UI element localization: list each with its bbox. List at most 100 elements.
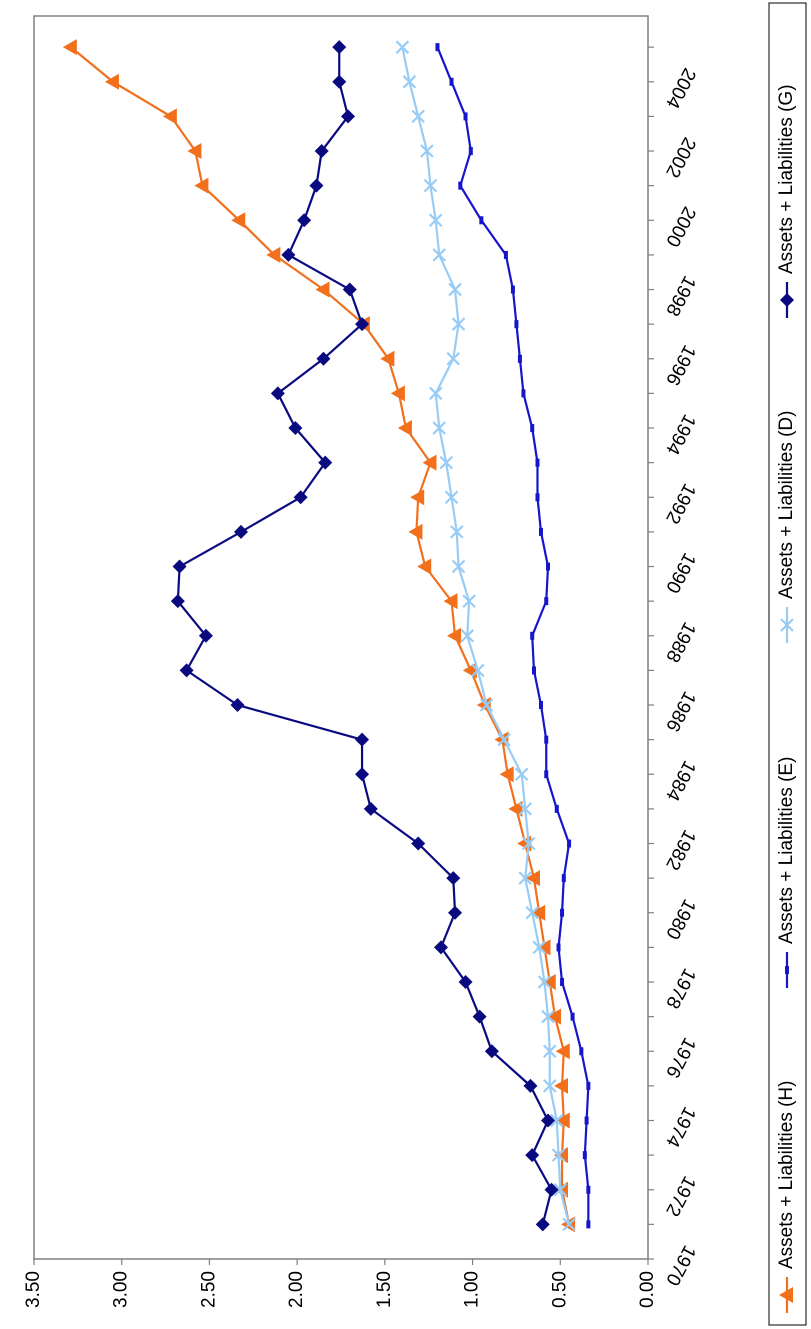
data-point — [318, 455, 333, 470]
data-point — [579, 1047, 584, 1056]
x-tick-label: 2004 — [661, 64, 700, 112]
data-point — [332, 74, 347, 89]
y-tick-label: 0.50 — [549, 1271, 570, 1308]
data-point — [435, 43, 440, 52]
data-point — [535, 1217, 550, 1232]
x-tick-label: 1980 — [661, 895, 699, 942]
y-tick-label: 1.00 — [462, 1271, 483, 1308]
data-point — [584, 1116, 589, 1125]
data-point — [281, 247, 296, 262]
data-point — [297, 213, 312, 228]
data-point — [332, 40, 347, 55]
y-tick-label: 3.50 — [23, 1271, 44, 1308]
data-point — [567, 839, 572, 848]
data-point — [546, 562, 551, 571]
data-point — [363, 801, 378, 816]
x-tick-label: 1978 — [661, 965, 699, 1012]
plot-area — [33, 15, 649, 1260]
data-point — [390, 385, 405, 402]
data-point — [428, 386, 443, 401]
data-point — [517, 354, 522, 363]
legend-label: Assets + Liabilities (H) — [776, 1081, 797, 1269]
data-point — [104, 73, 119, 90]
data-point — [497, 732, 511, 747]
data-point — [544, 770, 549, 779]
data-point — [355, 767, 370, 782]
chart-legend: Assets + Liabilities (H) Assets + Liabili… — [768, 2, 807, 1326]
data-point — [230, 698, 245, 713]
data-point — [355, 317, 370, 332]
data-point — [555, 1043, 570, 1060]
data-point — [538, 701, 543, 710]
data-point — [402, 75, 417, 89]
x-tick-label: 1998 — [661, 272, 699, 319]
data-point — [779, 1287, 793, 1303]
data-point — [309, 178, 324, 193]
data-point — [535, 493, 540, 502]
data-point — [476, 697, 491, 714]
data-point — [523, 1078, 538, 1093]
data-point — [316, 351, 331, 366]
data-point — [586, 1185, 591, 1194]
data-point — [62, 39, 77, 56]
data-point — [518, 871, 532, 885]
data-point — [484, 1044, 499, 1059]
x-tick-label: 1970 — [661, 1242, 699, 1289]
data-point — [458, 181, 463, 190]
data-point — [380, 350, 395, 367]
data-point — [293, 490, 308, 505]
data-point — [471, 663, 485, 678]
x-tick-label: 1994 — [661, 411, 700, 459]
data-point — [451, 317, 466, 331]
series-layer — [62, 39, 591, 1233]
series-2 — [395, 40, 576, 1232]
data-point — [542, 1044, 557, 1059]
data-point — [549, 1113, 564, 1128]
x-tick-label: 1982 — [661, 826, 699, 873]
data-point — [556, 943, 561, 952]
data-point — [395, 40, 410, 54]
data-point — [446, 871, 461, 886]
data-point — [554, 804, 559, 813]
data-point — [460, 628, 475, 643]
y-tick-label: 0.00 — [637, 1271, 658, 1308]
data-point — [432, 248, 447, 262]
data-point — [560, 908, 565, 917]
data-point — [187, 143, 202, 160]
data-point — [341, 109, 356, 124]
data-point — [544, 597, 549, 606]
series-3 — [435, 43, 591, 1229]
data-point — [508, 800, 523, 817]
data-point — [266, 246, 281, 263]
data-point — [521, 836, 536, 851]
data-point — [433, 940, 448, 955]
x-tick-label: 1986 — [661, 688, 699, 735]
x-tick-label: 1992 — [661, 480, 699, 527]
data-point — [570, 1012, 575, 1021]
y-tick-label: 1.50 — [374, 1271, 395, 1308]
y-tick-label: 2.00 — [286, 1271, 307, 1308]
x-tick-label: 1996 — [661, 341, 699, 388]
data-point — [525, 870, 540, 887]
legend-item: Assets + Liabilities (H) — [776, 1081, 797, 1313]
data-point — [288, 421, 303, 436]
legend-label: Assets + Liabilities (D) — [776, 411, 797, 599]
data-point — [397, 420, 412, 437]
x-tick-label: 2002 — [661, 134, 699, 181]
legend-box — [768, 2, 807, 1326]
data-point — [780, 293, 794, 307]
data-point — [537, 975, 552, 989]
data-point — [541, 1113, 556, 1128]
legend-item: Assets + Liabilities (G) — [776, 84, 797, 318]
data-point — [194, 177, 209, 194]
data-point — [448, 282, 462, 297]
data-point — [542, 1079, 557, 1093]
data-point — [315, 281, 330, 298]
data-point — [518, 802, 532, 816]
data-point — [270, 386, 285, 401]
data-point — [451, 559, 466, 574]
data-point — [554, 1077, 569, 1094]
x-tick-label: 1972 — [661, 1172, 699, 1219]
data-point — [447, 627, 462, 644]
